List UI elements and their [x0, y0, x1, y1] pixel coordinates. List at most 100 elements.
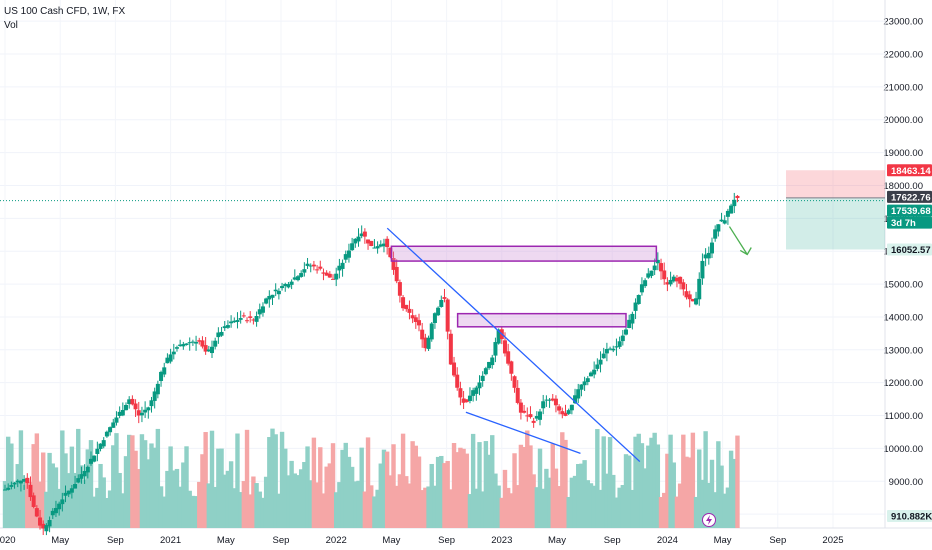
candle	[95, 441, 100, 462]
candle	[455, 367, 460, 391]
volume-label[interactable]: Vol	[4, 20, 18, 31]
volume-bar	[636, 433, 641, 528]
volume-bar	[206, 483, 212, 528]
volume-bar	[44, 491, 49, 528]
candle-body	[264, 298, 269, 304]
volume-bar	[423, 487, 428, 528]
candle	[553, 395, 558, 413]
candle-body	[369, 240, 374, 247]
candle-body	[439, 299, 444, 307]
volume-bar	[381, 449, 387, 528]
candle	[18, 480, 23, 492]
volume-bar	[544, 468, 549, 528]
candle-body	[50, 510, 55, 516]
candle	[576, 383, 581, 404]
candle	[719, 212, 724, 222]
candle-body	[114, 417, 119, 423]
candle	[646, 268, 651, 279]
volume-bar	[547, 477, 552, 528]
candle-body	[60, 499, 65, 505]
candle-body	[76, 478, 81, 483]
candle-body	[41, 523, 46, 529]
candle-body	[417, 320, 421, 326]
candle	[63, 485, 68, 503]
candle	[146, 406, 151, 419]
volume-bar	[254, 483, 259, 528]
candle	[50, 508, 55, 519]
candle-body	[324, 272, 329, 276]
candle-body	[203, 345, 208, 352]
volume-bar	[668, 434, 673, 528]
candle	[197, 337, 202, 345]
volume-bar	[515, 485, 520, 528]
volume-bar	[464, 453, 469, 528]
volume-bar	[649, 437, 654, 528]
volume-bar	[292, 473, 297, 528]
price-tag-target: 16052.57	[887, 243, 932, 256]
candle	[385, 236, 390, 255]
candle-body	[254, 316, 259, 322]
candle	[649, 270, 654, 279]
volume-bar	[697, 449, 702, 528]
candle-body	[483, 368, 488, 375]
volume-bar	[267, 437, 272, 528]
candle-body	[732, 199, 737, 207]
volume-bar	[665, 453, 670, 528]
candle-body	[624, 329, 628, 335]
volume-bar	[225, 470, 231, 528]
candle-body	[458, 388, 463, 398]
candle	[372, 239, 377, 249]
volume-bar	[276, 493, 282, 528]
volume-bar	[197, 481, 202, 528]
volume-bar	[496, 485, 501, 528]
volume-bar	[324, 466, 329, 528]
candle	[44, 523, 49, 536]
volume-bar	[168, 446, 173, 528]
candle	[315, 265, 320, 274]
candle-body	[95, 448, 100, 454]
candle-body	[592, 369, 597, 375]
candle	[66, 490, 71, 498]
candle-body	[630, 313, 635, 324]
candle-body	[620, 335, 625, 342]
x-tick-label: May	[714, 535, 732, 546]
candle-body	[407, 308, 412, 313]
candle	[254, 311, 259, 327]
symbol-label[interactable]: US 100 Cash CFD, 1W, FX	[4, 6, 126, 17]
volume-bars	[2, 428, 740, 528]
candle-body	[292, 277, 297, 280]
candle-body	[69, 488, 74, 493]
candle-body	[655, 259, 660, 264]
candle	[47, 516, 52, 533]
volume-bar	[598, 489, 603, 528]
candle-body	[585, 378, 590, 383]
volume-bar	[107, 490, 113, 528]
volume-bar	[400, 433, 406, 528]
volume-bar	[394, 485, 399, 528]
volume-bar	[681, 434, 686, 528]
candle	[471, 387, 476, 402]
candle-body	[477, 382, 482, 389]
candle-body	[643, 280, 648, 287]
candle	[598, 351, 603, 373]
candle-body	[652, 265, 657, 271]
volume-bar	[104, 498, 110, 528]
candle	[684, 283, 689, 300]
candle-body	[22, 478, 27, 482]
candle-body	[541, 401, 546, 409]
candle-body	[493, 342, 498, 356]
candle	[139, 406, 144, 423]
price-tag-bg	[887, 204, 932, 217]
candle-body	[184, 343, 189, 346]
candle	[251, 318, 256, 325]
chart-legend: US 100 Cash CFD, 1W, FX Vol	[4, 5, 125, 33]
candle-body	[299, 273, 304, 277]
candle	[225, 320, 230, 329]
volume-bar	[155, 428, 161, 528]
candle-body	[149, 400, 154, 407]
volume-bar	[18, 430, 24, 528]
candle-body	[66, 490, 71, 495]
candle	[232, 317, 237, 323]
candle-body	[146, 407, 151, 411]
